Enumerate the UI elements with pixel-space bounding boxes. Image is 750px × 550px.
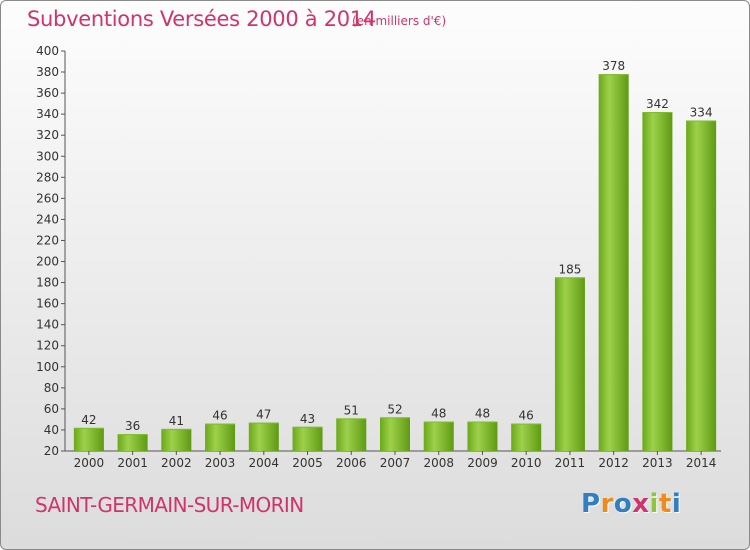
y-tick-label: 100 (36, 360, 59, 374)
bar-value-label: 378 (602, 59, 625, 73)
bar-2011 (554, 277, 585, 451)
y-tick-label: 380 (36, 65, 59, 79)
bar-2010 (511, 423, 542, 451)
place-name: SAINT-GERMAIN-SUR-MORIN (35, 493, 304, 517)
x-tick-label: 2001 (117, 456, 148, 470)
logo-letter: o (613, 489, 633, 519)
y-tick-label: 400 (36, 44, 59, 58)
y-tick-label: 240 (36, 212, 59, 226)
axes: 20 40 60 80 100 120 140 160 180 200 220 240 260 280 30… (36, 44, 721, 470)
bar-value-label: 48 (431, 407, 446, 421)
y-tick-label: 340 (36, 107, 59, 121)
y-tick-label: 260 (36, 191, 59, 205)
bar-2003 (205, 423, 236, 451)
x-tick-label: 2004 (249, 456, 280, 470)
bar-value-label: 36 (125, 419, 140, 433)
bar-value-label: 42 (81, 413, 96, 427)
y-tick-label: 160 (36, 297, 59, 311)
x-tick-label: 2014 (686, 456, 717, 470)
bar-value-label: 48 (475, 407, 490, 421)
x-tick-label: 2013 (642, 456, 673, 470)
bar-2002 (161, 428, 192, 451)
bar-value-label: 46 (519, 409, 534, 423)
x-tick-label: 2006 (336, 456, 367, 470)
logo-letter: P (581, 489, 601, 519)
y-tick-label: 200 (36, 255, 59, 269)
y-tick-label: 80 (44, 381, 59, 395)
bar-2009 (467, 421, 498, 451)
y-tick-label: 180 (36, 276, 59, 290)
bar-value-label: 51 (344, 403, 359, 417)
bar-value-label: 52 (387, 402, 402, 416)
bar-2000 (73, 427, 104, 451)
chart-unit: (en milliers d'€) (352, 14, 447, 28)
bar-value-label: 334 (690, 105, 713, 119)
x-tick-label: 2005 (292, 456, 323, 470)
x-tick-label: 2000 (74, 456, 105, 470)
bar-2004 (248, 422, 279, 451)
logo-letter: i (649, 489, 659, 519)
x-tick-label: 2008 (423, 456, 454, 470)
logo-letter: x (632, 489, 650, 519)
x-tick-label: 2011 (555, 456, 586, 470)
bar-2012 (598, 74, 629, 451)
proxiti-logo: Proxiti (581, 489, 681, 519)
bar-2006 (336, 418, 367, 451)
bar-value-label: 185 (558, 262, 581, 276)
bar-value-label: 41 (169, 414, 184, 428)
bar-value-label: 46 (212, 409, 227, 423)
bar-2007 (380, 417, 410, 451)
x-tick-label: 2007 (380, 456, 411, 470)
logo-letter: t (658, 489, 672, 519)
bar-value-label: 47 (256, 408, 271, 422)
bar-2005 (292, 426, 323, 451)
y-tick-label: 280 (36, 170, 59, 184)
y-tick-label: 300 (36, 149, 59, 163)
y-tick-label: 60 (44, 402, 59, 416)
x-tick-label: 2010 (511, 456, 542, 470)
logo-letter: i (671, 489, 682, 519)
bars: 42 36 41 46 47 43 51 52 48 48 46 185 378 342 334 (73, 59, 717, 451)
x-tick-label: 2003 (205, 456, 236, 470)
bar-2014 (686, 120, 717, 451)
y-tick-label: 20 (44, 444, 59, 458)
y-tick-label: 120 (36, 339, 59, 353)
x-tick-label: 2002 (161, 456, 192, 470)
bar-value-label: 342 (646, 97, 669, 111)
x-tick-label: 2012 (598, 456, 629, 470)
y-tick-label: 40 (44, 423, 59, 437)
bar-2008 (423, 421, 454, 451)
chart-title: Subventions Versées 2000 à 2014 (27, 7, 376, 31)
bar-2001 (117, 434, 148, 451)
y-tick-label: 220 (36, 233, 59, 247)
y-tick-label: 320 (36, 128, 59, 142)
y-tick-label: 360 (36, 86, 59, 100)
logo-letter: r (600, 489, 614, 519)
bar-2013 (642, 112, 673, 451)
bar-value-label: 43 (300, 412, 315, 426)
x-tick-label: 2009 (467, 456, 498, 470)
y-tick-label: 140 (36, 318, 59, 332)
